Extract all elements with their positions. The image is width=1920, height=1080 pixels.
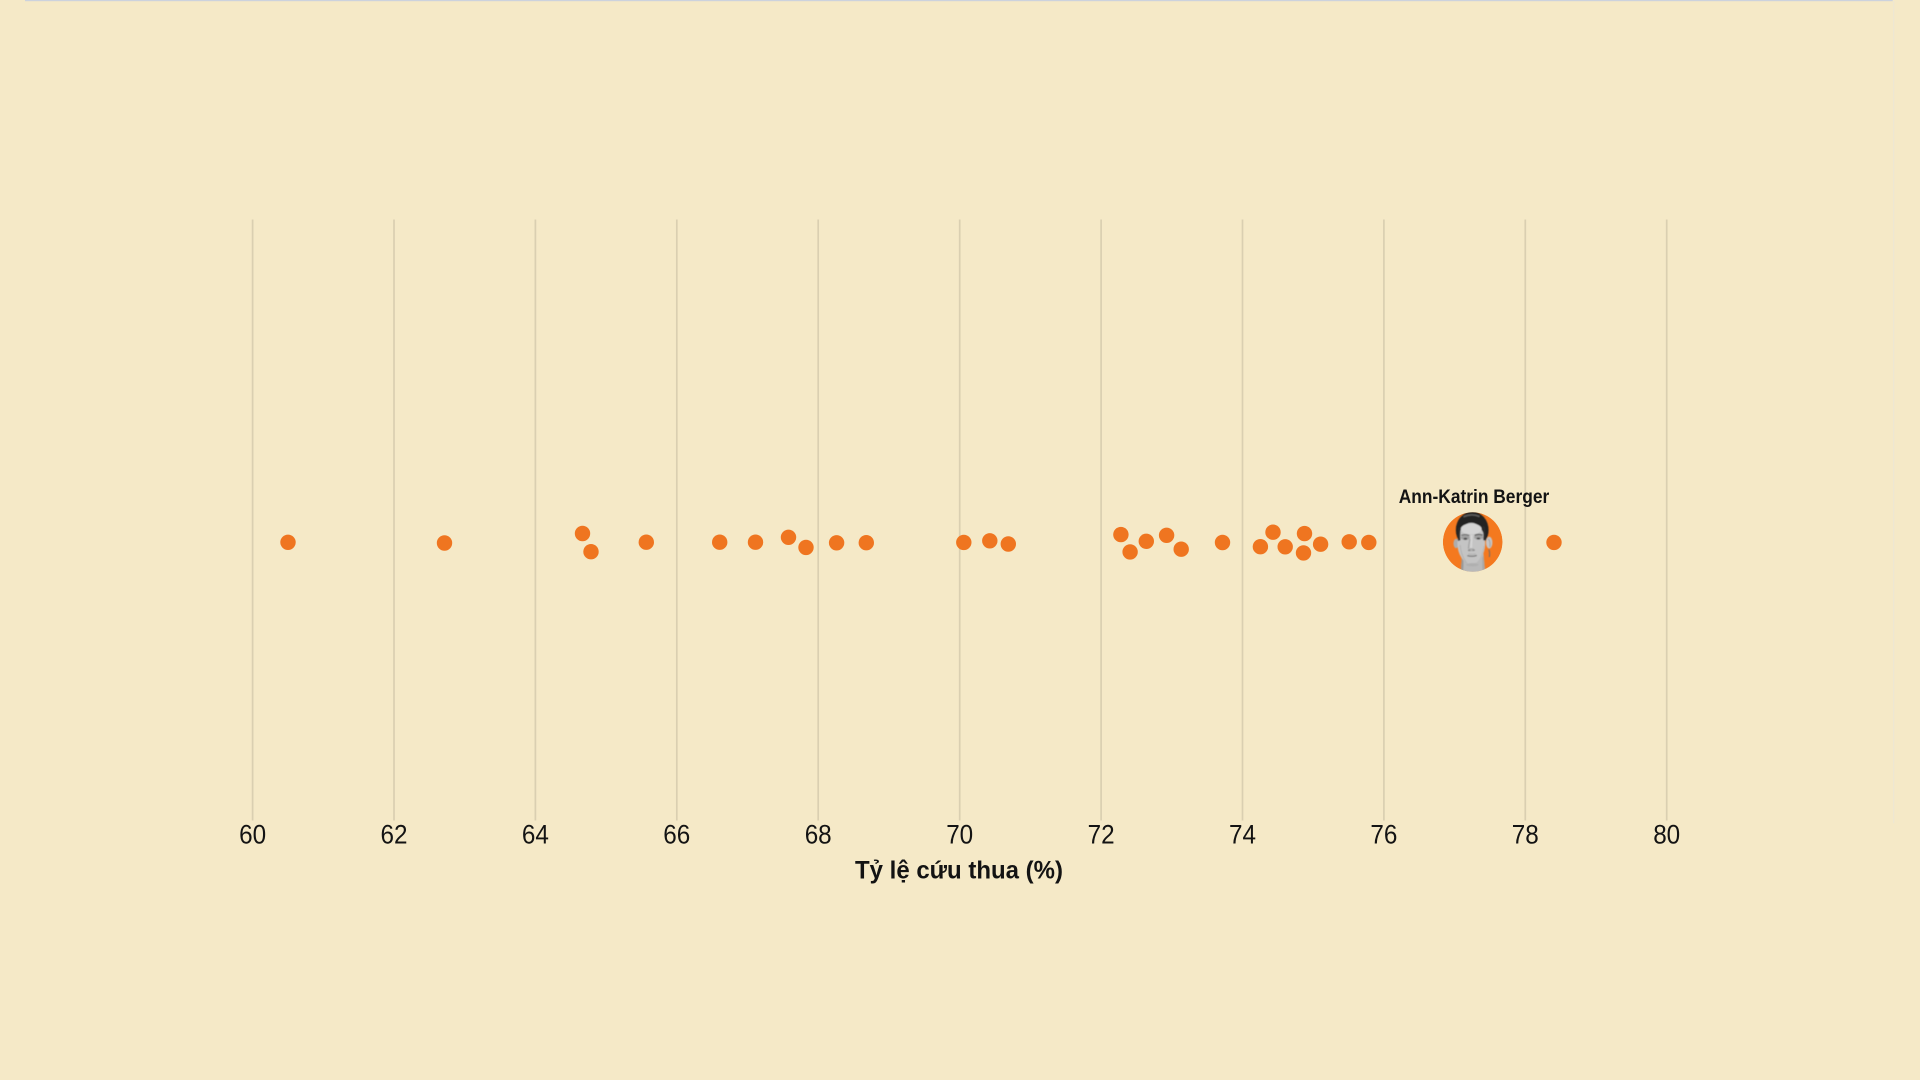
- svg-text:64: 64: [522, 820, 549, 850]
- svg-text:62: 62: [381, 820, 408, 850]
- svg-text:80: 80: [1653, 820, 1680, 850]
- svg-text:66: 66: [663, 820, 690, 850]
- svg-text:76: 76: [1370, 820, 1397, 850]
- svg-text:Tỷ lệ cứu thua (%): Tỷ lệ cứu thua (%): [855, 856, 1063, 884]
- svg-text:78: 78: [1512, 820, 1539, 850]
- svg-text:Ann-Katrin Berger: Ann-Katrin Berger: [1399, 487, 1550, 508]
- svg-text:70: 70: [946, 820, 973, 850]
- svg-text:68: 68: [805, 820, 832, 850]
- svg-text:72: 72: [1088, 820, 1115, 850]
- svg-text:60: 60: [239, 820, 266, 850]
- svg-text:74: 74: [1229, 820, 1256, 850]
